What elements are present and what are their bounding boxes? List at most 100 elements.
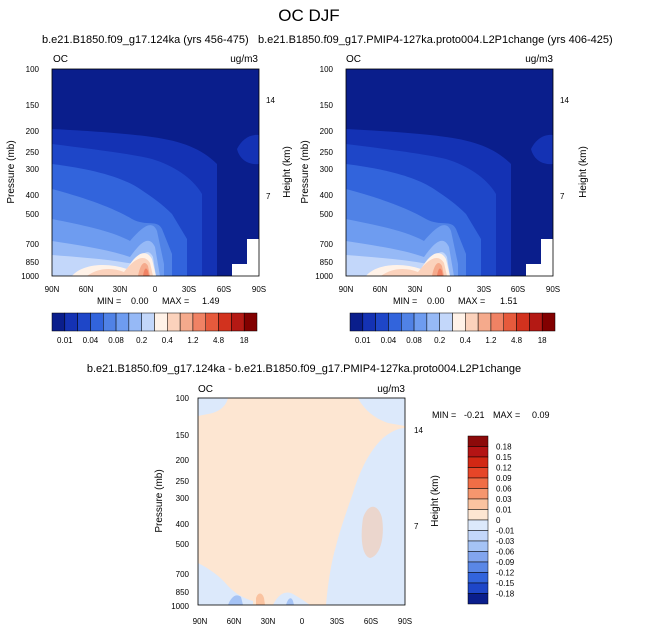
panel-3-min-max: MIN = -0.21 MAX = 0.09 xyxy=(432,410,550,420)
y-tick: 200 xyxy=(26,127,40,136)
x-tick: 30S xyxy=(477,285,491,294)
colorbar-swatch xyxy=(467,519,489,531)
max-label: MAX = xyxy=(458,296,485,306)
panel-2-colorbar: 0.01 0.04 0.08 0.2 0.4 1.2 4.8 18 xyxy=(349,312,556,345)
y-tick: 300 xyxy=(320,165,334,174)
colorbar-swatch xyxy=(467,551,489,563)
colorbar-swatch xyxy=(77,312,91,332)
colorbar-label: 4.8 xyxy=(511,336,523,345)
colorbar-swatch xyxy=(467,582,489,594)
colorbar-swatch xyxy=(467,561,489,573)
y-tick: 1000 xyxy=(315,272,333,281)
colorbar-label: 0.2 xyxy=(434,336,446,345)
colorbar-label: 0.2 xyxy=(136,336,148,345)
colorbar-label: 0 xyxy=(496,516,501,525)
panel-2-units-label: ug/m3 xyxy=(525,54,553,65)
y-tick-right: 7 xyxy=(414,522,419,531)
x-tick: 90N xyxy=(193,617,208,626)
colorbar-label: 0.01 xyxy=(496,506,512,515)
colorbar-label: -0.12 xyxy=(496,569,515,578)
colorbar-swatch xyxy=(375,312,389,332)
panel-1: b.e21.B1850.f09_g17.124ka (yrs 456-475) … xyxy=(6,34,293,345)
colorbar-swatch xyxy=(192,312,206,332)
min-value: 0.00 xyxy=(131,296,149,306)
page-title: OC DJF xyxy=(278,6,339,25)
y-tick-right: 7 xyxy=(266,192,271,201)
panel-1-variable-label: OC xyxy=(53,54,68,65)
x-tick: 0 xyxy=(153,285,158,294)
panel-3-ylabel-left: Pressure (mb) xyxy=(154,469,165,532)
y-tick: 250 xyxy=(26,148,40,157)
colorbar-swatch xyxy=(64,312,78,332)
panel-2-plot-area xyxy=(345,68,554,277)
colorbar-swatch xyxy=(452,312,466,332)
y-tick: 1000 xyxy=(21,272,39,281)
colorbar-swatch xyxy=(205,312,219,332)
y-tick: 500 xyxy=(176,540,190,549)
panel-1-y-ticks: 100 150 200 250 300 400 500 700 850 1000 xyxy=(21,65,39,281)
y-tick: 200 xyxy=(320,127,334,136)
y-tick: 150 xyxy=(176,431,190,440)
panel-2-ylabel-left: Pressure (mb) xyxy=(300,140,311,203)
panel-3-x-ticks: 90N 60N 30N 0 30S 60S 90S xyxy=(193,617,412,626)
colorbar-label: 18 xyxy=(538,336,547,345)
x-tick: 90S xyxy=(398,617,412,626)
colorbar-swatch xyxy=(154,312,168,332)
x-tick: 30S xyxy=(330,617,344,626)
colorbar-swatch xyxy=(401,312,415,332)
colorbar-label: 1.2 xyxy=(485,336,497,345)
panel-3-title: b.e21.B1850.f09_g17.124ka - b.e21.B1850.… xyxy=(87,363,521,375)
x-tick: 60N xyxy=(373,285,388,294)
colorbar-label: 0.01 xyxy=(57,336,73,345)
colorbar-swatch xyxy=(467,467,489,479)
x-tick: 60S xyxy=(511,285,525,294)
y-tick: 250 xyxy=(176,477,190,486)
x-tick: 90N xyxy=(45,285,60,294)
colorbar-swatch xyxy=(243,312,258,332)
y-tick-right: 7 xyxy=(560,192,565,201)
colorbar-label: 0.12 xyxy=(496,464,512,473)
panel-3-variable-label: OC xyxy=(198,384,213,395)
panel-3-colorbar: 0.180.15 0.120.09 0.060.03 0.010 -0.01-0.03 -… xyxy=(467,435,515,605)
colorbar-swatch xyxy=(115,312,130,332)
colorbar-swatch xyxy=(413,312,428,332)
colorbar-label: 0.03 xyxy=(496,495,512,504)
colorbar-swatch xyxy=(490,312,504,332)
colorbar-swatch xyxy=(349,312,364,332)
colorbar-label: 18 xyxy=(240,336,249,345)
x-tick: 60N xyxy=(227,617,242,626)
panel-3-ylabel-right: Height (km) xyxy=(430,475,441,527)
colorbar-label: -0.06 xyxy=(496,548,515,557)
colorbar-swatch xyxy=(467,435,489,447)
colorbar-swatch xyxy=(426,312,440,332)
y-tick: 1000 xyxy=(171,602,189,611)
panel-1-x-ticks: 90N 60N 30N 0 30S 60S 90S xyxy=(45,285,266,294)
colorbar-swatch xyxy=(439,312,453,332)
colorbar-swatch xyxy=(128,312,142,332)
colorbar-swatch xyxy=(388,312,402,332)
panel-2-ylabel-right: Height (km) xyxy=(578,146,589,198)
panel-1-ylabel-left: Pressure (mb) xyxy=(6,140,17,203)
x-tick: 0 xyxy=(447,285,452,294)
colorbar-label: 4.8 xyxy=(213,336,225,345)
colorbar-label: 0.4 xyxy=(460,336,472,345)
y-tick-right: 14 xyxy=(266,96,275,105)
y-tick-right: 14 xyxy=(414,426,423,435)
colorbar-swatch xyxy=(141,312,155,332)
x-tick: 60S xyxy=(217,285,231,294)
x-tick: 60N xyxy=(79,285,94,294)
colorbar-swatch xyxy=(231,312,245,332)
colorbar-label: 0.01 xyxy=(355,336,371,345)
y-tick: 100 xyxy=(26,65,40,74)
x-tick: 30N xyxy=(113,285,128,294)
y-tick: 700 xyxy=(320,240,334,249)
colorbar-label: 0.08 xyxy=(406,336,422,345)
max-label: MAX = xyxy=(162,296,189,306)
colorbar-swatch xyxy=(167,312,181,332)
max-value: 1.51 xyxy=(500,296,518,306)
colorbar-swatch xyxy=(467,572,489,584)
x-tick: 90S xyxy=(546,285,560,294)
panel-2-title: b.e21.B1850.f09_g17.PMIP4-127ka.proto004… xyxy=(258,34,613,46)
y-tick: 100 xyxy=(176,394,190,403)
colorbar-swatch xyxy=(218,312,232,332)
